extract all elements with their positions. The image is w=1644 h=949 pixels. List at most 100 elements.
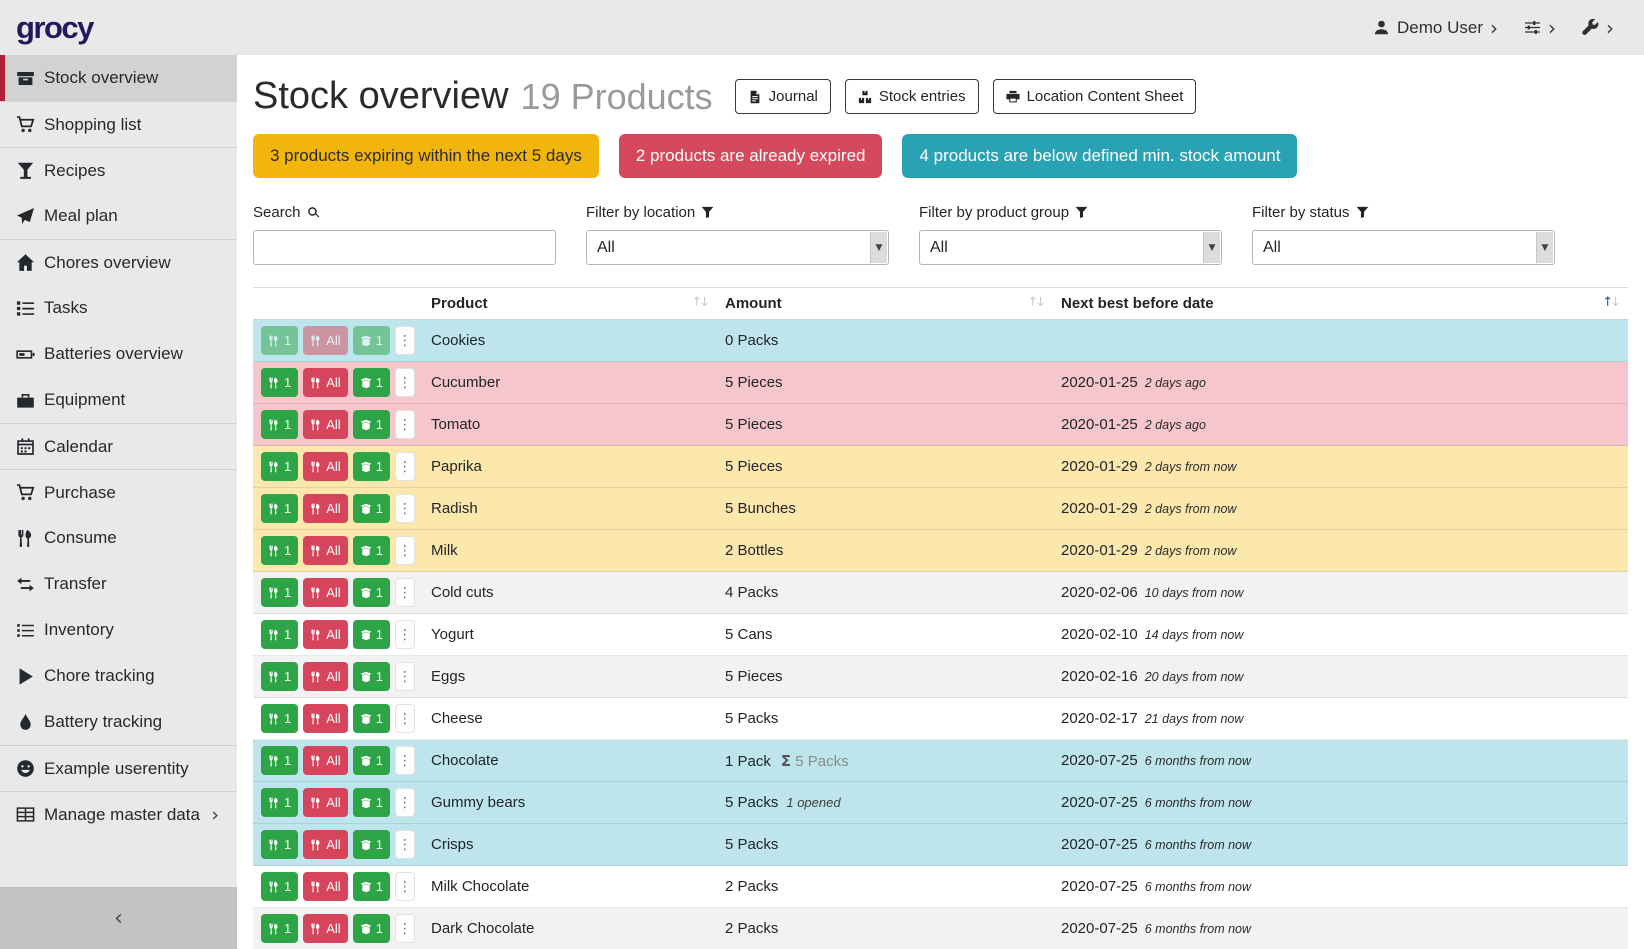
location-content-sheet-button[interactable]: Location Content Sheet — [992, 79, 1197, 114]
row-menu-button[interactable]: ⋮ — [394, 746, 415, 775]
open-one-button[interactable]: 1 — [352, 326, 390, 355]
consume-one-button[interactable]: 1 — [261, 536, 299, 565]
bbd-date: 2020-02-10 — [1061, 626, 1138, 643]
open-one-button[interactable]: 1 — [352, 536, 390, 565]
consume-all-button[interactable]: All — [303, 704, 348, 733]
sidebar-item-batteries-overview[interactable]: Batteries overview — [0, 331, 237, 377]
consume-all-button[interactable]: All — [303, 494, 348, 523]
stock-table-header: Product ↑↓ Amount ↑↓ Next best before da… — [253, 288, 1628, 320]
sidebar-item-shopping-list[interactable]: Shopping list — [0, 101, 237, 147]
row-menu-button[interactable]: ⋮ — [394, 578, 415, 607]
sidebar-item-purchase[interactable]: Purchase — [0, 469, 237, 515]
consume-one-button[interactable]: 1 — [261, 326, 299, 355]
open-one-button[interactable]: 1 — [352, 368, 390, 397]
row-menu-button[interactable]: ⋮ — [394, 368, 415, 397]
consume-all-button[interactable]: All — [303, 914, 348, 943]
consume-all-button[interactable]: All — [303, 746, 348, 775]
row-menu-button[interactable]: ⋮ — [394, 872, 415, 901]
open-one-button[interactable]: 1 — [352, 662, 390, 691]
row-menu-button[interactable]: ⋮ — [394, 536, 415, 565]
row-menu-button[interactable]: ⋮ — [394, 494, 415, 523]
amount-value: 5 Packs — [725, 710, 779, 727]
row-menu-button[interactable]: ⋮ — [394, 662, 415, 691]
open-one-button[interactable]: 1 — [352, 872, 390, 901]
sidebar-item-meal-plan[interactable]: Meal plan — [0, 193, 237, 239]
consume-one-button[interactable]: 1 — [261, 914, 299, 943]
location-filter-select[interactable]: All ▼ — [586, 230, 889, 265]
consume-one-button[interactable]: 1 — [261, 662, 299, 691]
consume-one-button[interactable]: 1 — [261, 620, 299, 649]
sidebar-item-example-userentity[interactable]: Example userentity — [0, 745, 237, 791]
consume-one-button[interactable]: 1 — [261, 830, 299, 859]
open-one-button[interactable]: 1 — [352, 452, 390, 481]
row-menu-button[interactable]: ⋮ — [394, 788, 415, 817]
user-menu[interactable]: Demo User › — [1373, 18, 1498, 38]
row-menu-button[interactable]: ⋮ — [394, 410, 415, 439]
top-navbar: grocy Demo User › › › — [0, 0, 1644, 55]
grocy-logo[interactable]: grocy — [16, 9, 94, 45]
consume-one-button[interactable]: 1 — [261, 410, 299, 439]
journal-button[interactable]: Journal — [734, 79, 831, 114]
consume-all-button[interactable]: All — [303, 536, 348, 565]
open-one-button[interactable]: 1 — [352, 914, 390, 943]
consume-all-button[interactable]: All — [303, 872, 348, 901]
open-one-button[interactable]: 1 — [352, 620, 390, 649]
consume-one-button[interactable]: 1 — [261, 788, 299, 817]
sidebar-item-chore-tracking[interactable]: Chore tracking — [0, 653, 237, 699]
consume-all-button[interactable]: All — [303, 662, 348, 691]
consume-all-button[interactable]: All — [303, 620, 348, 649]
sidebar-item-recipes[interactable]: Recipes — [0, 147, 237, 193]
consume-one-button[interactable]: 1 — [261, 452, 299, 481]
consume-all-button[interactable]: All — [303, 410, 348, 439]
amount-value: 5 Pieces — [725, 458, 783, 475]
row-menu-button[interactable]: ⋮ — [394, 830, 415, 859]
consume-one-button[interactable]: 1 — [261, 578, 299, 607]
consume-all-button[interactable]: All — [303, 452, 348, 481]
below-min-stock-alert[interactable]: 4 products are below defined min. stock … — [902, 134, 1298, 178]
admin-menu[interactable]: › — [1582, 18, 1614, 38]
row-menu-button[interactable]: ⋮ — [394, 620, 415, 649]
status-filter-select[interactable]: All ▼ — [1252, 230, 1555, 265]
sidebar-item-calendar[interactable]: Calendar — [0, 423, 237, 469]
consume-all-button[interactable]: All — [303, 788, 348, 817]
expiring-alert[interactable]: 3 products expiring within the next 5 da… — [253, 134, 599, 178]
open-one-button[interactable]: 1 — [352, 746, 390, 775]
amount-column-header[interactable]: Amount ↑↓ — [725, 295, 1046, 312]
open-one-button[interactable]: 1 — [352, 704, 390, 733]
row-menu-button[interactable]: ⋮ — [394, 704, 415, 733]
row-menu-button[interactable]: ⋮ — [394, 452, 415, 481]
settings-menu[interactable]: › — [1524, 18, 1556, 38]
open-one-button[interactable]: 1 — [352, 788, 390, 817]
sidebar-item-manage-master-data[interactable]: Manage master data › — [0, 791, 237, 837]
open-one-button[interactable]: 1 — [352, 830, 390, 859]
sidebar-item-stock-overview[interactable]: Stock overview — [0, 55, 237, 101]
open-one-button[interactable]: 1 — [352, 578, 390, 607]
next-best-before-date-column-header[interactable]: Next best before date ↑↓ — [1061, 295, 1621, 312]
open-one-button[interactable]: 1 — [352, 410, 390, 439]
stock-entries-button[interactable]: Stock entries — [844, 79, 979, 114]
row-menu-button[interactable]: ⋮ — [394, 914, 415, 943]
sidebar-item-equipment[interactable]: Equipment — [0, 377, 237, 423]
sidebar-item-consume[interactable]: Consume — [0, 515, 237, 561]
consume-all-button[interactable]: All — [303, 326, 348, 355]
row-menu-button[interactable]: ⋮ — [394, 326, 415, 355]
expired-alert[interactable]: 2 products are already expired — [618, 134, 883, 178]
consume-all-button[interactable]: All — [303, 368, 348, 397]
consume-one-button[interactable]: 1 — [261, 746, 299, 775]
sidebar-collapse-button[interactable]: ‹ — [0, 887, 237, 949]
consume-one-button[interactable]: 1 — [261, 494, 299, 523]
product-group-filter-select[interactable]: All ▼ — [919, 230, 1222, 265]
consume-all-button[interactable]: All — [303, 830, 348, 859]
consume-one-button[interactable]: 1 — [261, 704, 299, 733]
consume-one-button[interactable]: 1 — [261, 368, 299, 397]
consume-all-button[interactable]: All — [303, 578, 348, 607]
sidebar-item-tasks[interactable]: Tasks — [0, 285, 237, 331]
sidebar-item-chores-overview[interactable]: Chores overview — [0, 239, 237, 285]
open-one-button[interactable]: 1 — [352, 494, 390, 523]
sidebar-item-battery-tracking[interactable]: Battery tracking — [0, 699, 237, 745]
product-column-header[interactable]: Product ↑↓ — [431, 295, 710, 312]
sidebar-item-inventory[interactable]: Inventory — [0, 607, 237, 653]
search-input[interactable] — [253, 230, 556, 265]
sidebar-item-transfer[interactable]: Transfer — [0, 561, 237, 607]
consume-one-button[interactable]: 1 — [261, 872, 299, 901]
